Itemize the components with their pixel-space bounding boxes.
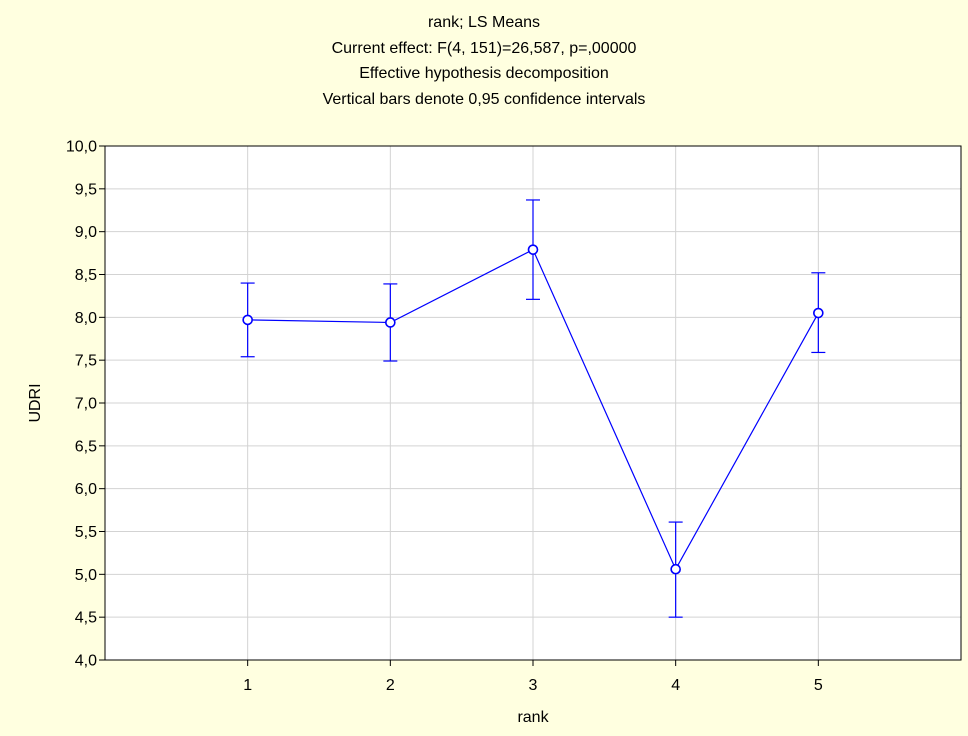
y-tick-label: 9,0 <box>75 224 97 241</box>
y-tick-label: 7,5 <box>75 353 97 370</box>
y-tick-label: 10,0 <box>66 139 97 156</box>
y-tick-label: 6,5 <box>75 438 97 455</box>
series-blue <box>240 199 826 618</box>
chart-title-line-1: rank; LS Means <box>427 14 541 31</box>
y-tick-label: 4,5 <box>75 610 97 627</box>
x-tick-label: 3 <box>529 677 538 694</box>
y-tick-label: 7,0 <box>75 396 97 413</box>
y-tick-label: 5,0 <box>75 567 97 584</box>
axes: 4,0 4,5 5,0 5,5 6,0 6,5 7,0 7,5 8,0 8,5 9,0 9,5 10,0… <box>66 139 823 695</box>
chart-title: rank; LS Means Current effect: F(4, 151)… <box>0 10 968 112</box>
y-tick-label: 9,5 <box>75 181 97 198</box>
data-point <box>813 307 824 319</box>
chart-title-line-3: Effective hypothesis decomposition <box>359 65 609 82</box>
y-tick-label: 5,5 <box>75 524 97 541</box>
x-axis-label: rank <box>517 709 549 726</box>
data-point <box>527 244 539 255</box>
x-tick-label: 2 <box>386 677 395 694</box>
x-tick-label: 4 <box>671 677 680 694</box>
x-tick-label: 1 <box>243 677 252 694</box>
y-tick-label: 4,0 <box>75 653 97 670</box>
data-point <box>242 314 253 326</box>
y-tick-label: 8,5 <box>75 267 97 284</box>
chart-title-line-2: Current effect: F(4, 151)=26,587, p=,000… <box>331 39 637 57</box>
y-axis-label: UDRI <box>27 383 44 422</box>
y-tick-label: 8,0 <box>75 310 97 327</box>
x-tick-label: 5 <box>814 677 823 694</box>
data-point <box>385 317 396 328</box>
y-tick-label: 6,0 <box>75 481 97 498</box>
chart-title-line-4: Vertical bars denote 0,95 confidence int… <box>322 90 646 108</box>
data-point <box>670 563 681 575</box>
